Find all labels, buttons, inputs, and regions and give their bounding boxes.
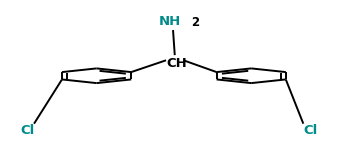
Text: CH: CH <box>166 58 187 71</box>
Text: 2: 2 <box>191 16 199 29</box>
Text: NH: NH <box>158 15 181 28</box>
Text: Cl: Cl <box>20 124 34 137</box>
Text: Cl: Cl <box>303 124 317 137</box>
